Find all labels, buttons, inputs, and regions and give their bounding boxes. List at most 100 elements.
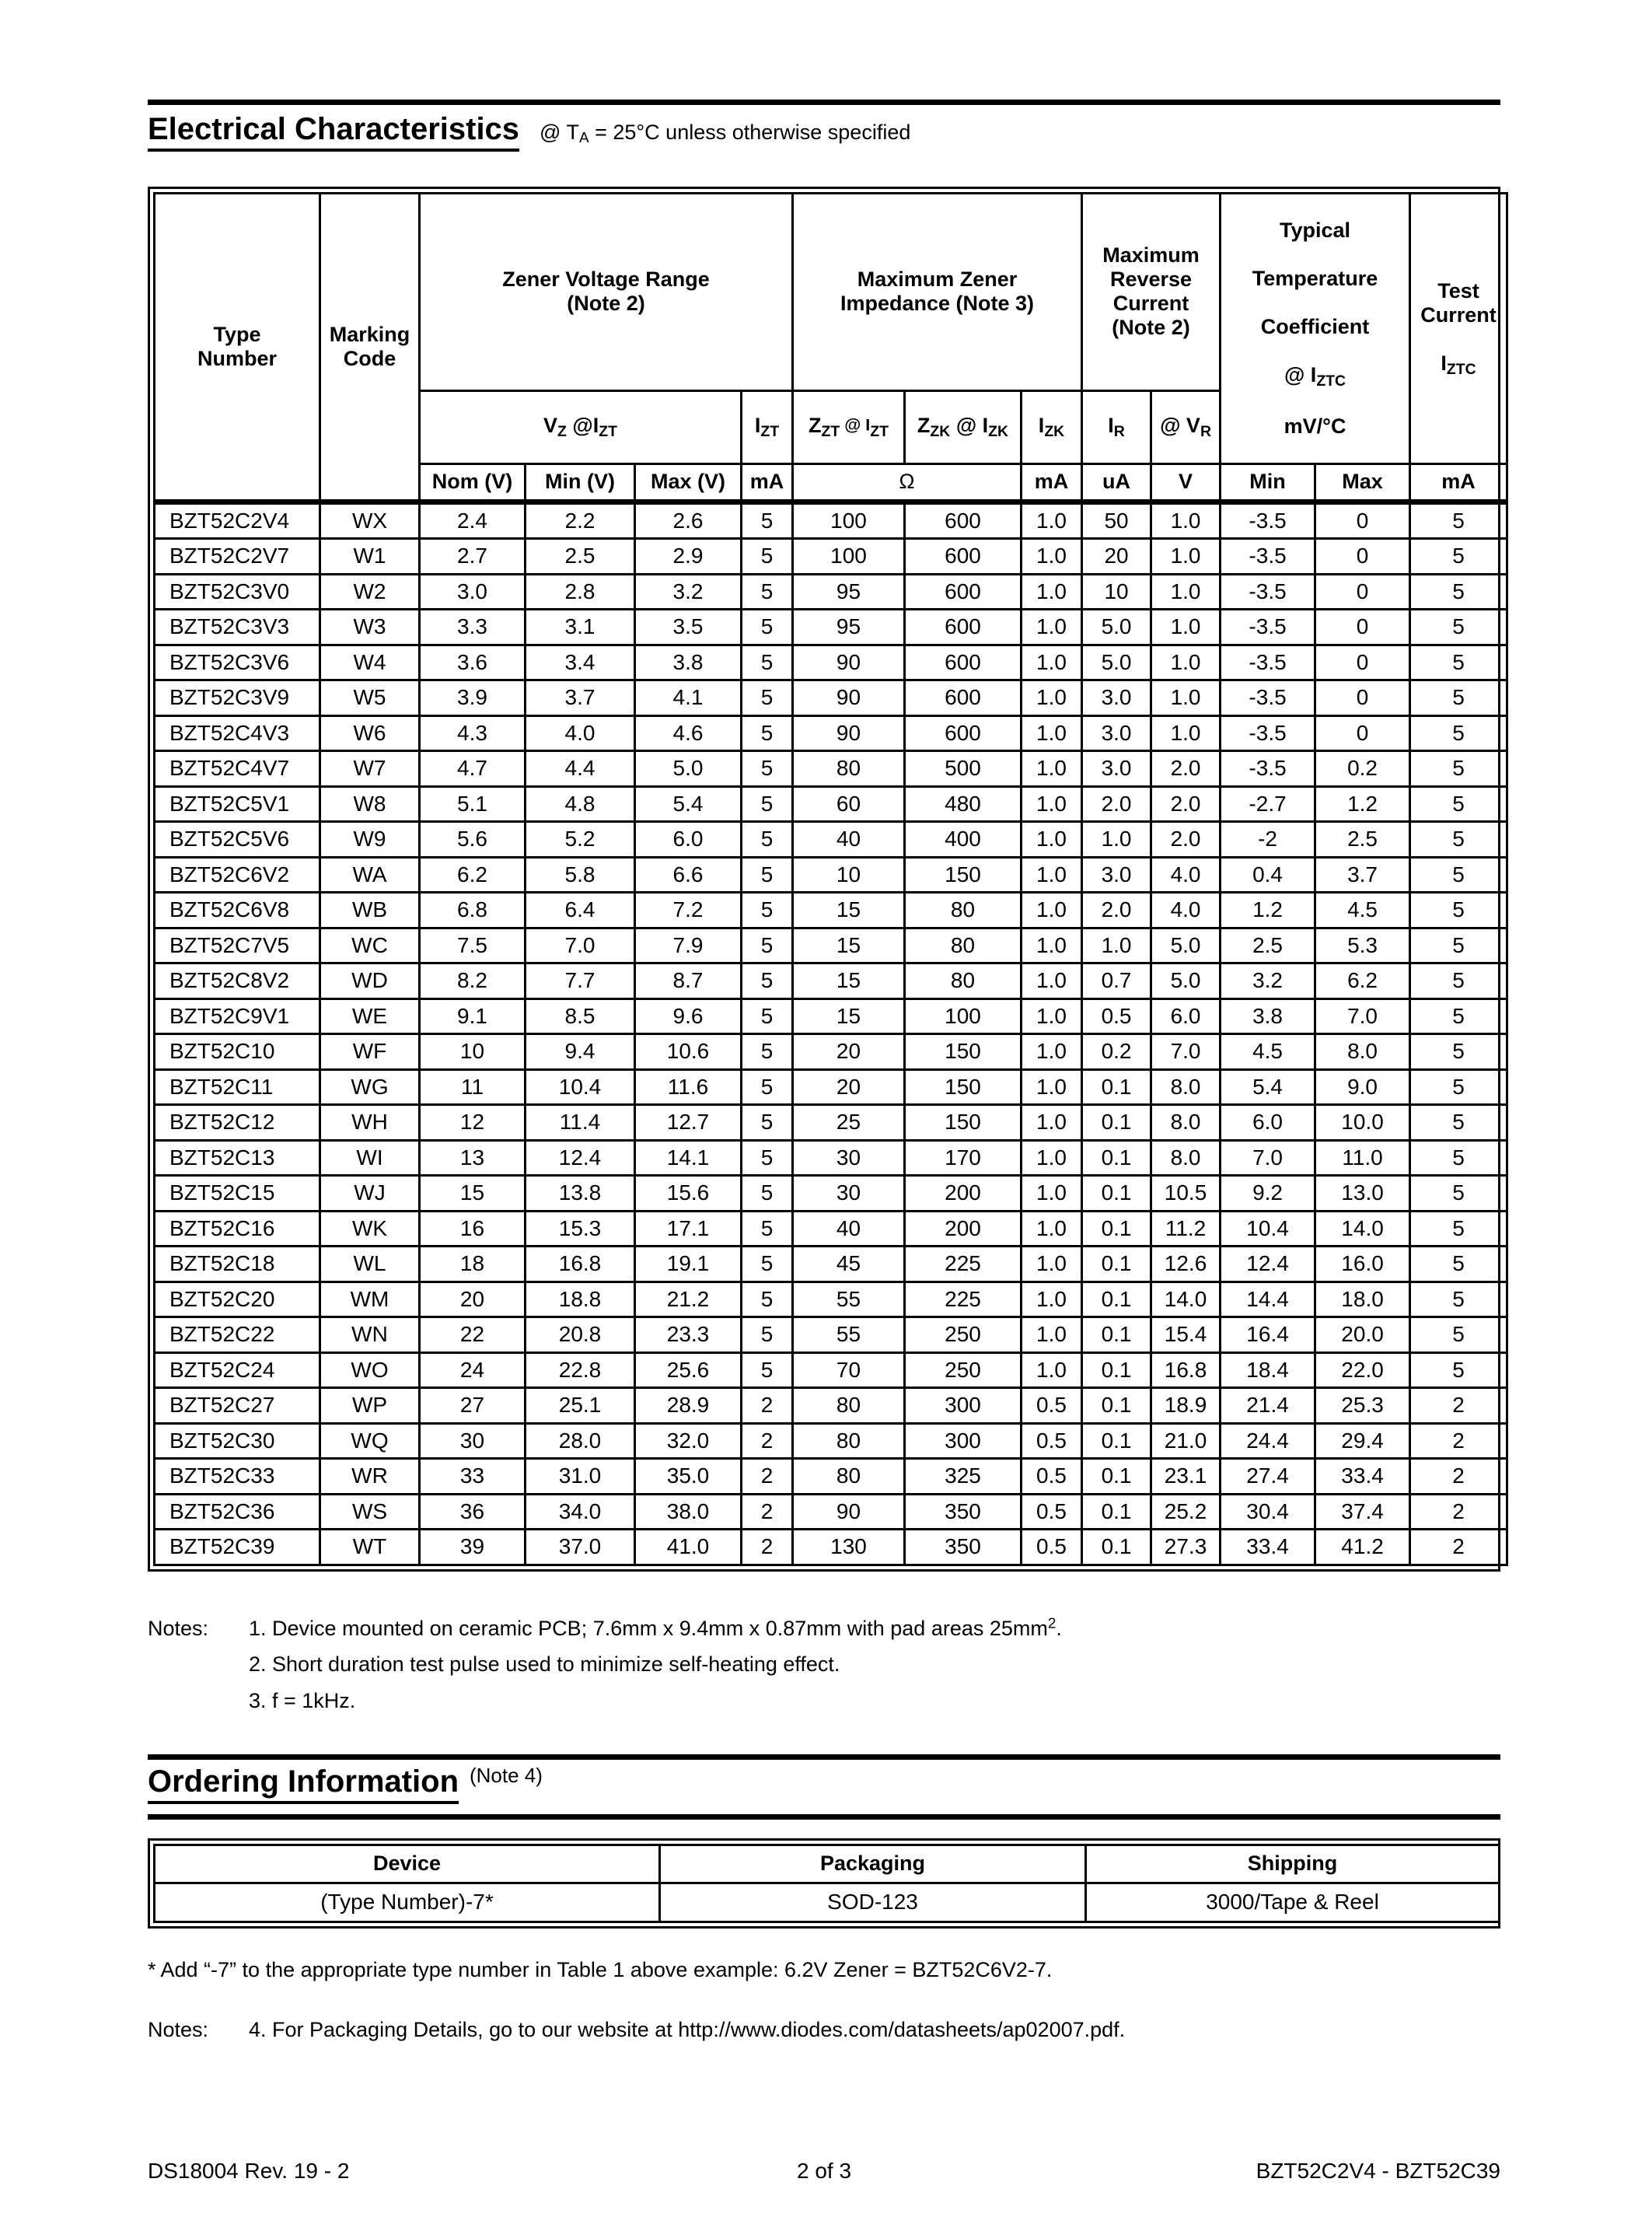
col-header-zener-voltage-range: Zener Voltage Range (Note 2) — [418, 192, 794, 392]
table-cell: 20 — [791, 1033, 906, 1071]
table-cell: 9.2 — [1219, 1174, 1317, 1212]
table-cell: 15 — [418, 1174, 526, 1212]
table-cell: 19.1 — [634, 1245, 742, 1283]
table-cell: 250 — [903, 1351, 1022, 1390]
table-cell: W1 — [319, 537, 421, 575]
table-cell: WG — [319, 1068, 421, 1107]
table-cell: 1.0 — [1150, 537, 1222, 575]
table-cell: 40 — [791, 820, 906, 858]
table-cell: 1.0 — [1019, 1209, 1084, 1248]
table-cell: 600 — [903, 537, 1022, 575]
table-cell: 3.0 — [1081, 679, 1153, 717]
table-row: BZT52C7V5 WC 7.5 7.0 7.9 5 15 80 1.0 1.0 5.0 2.5 5.3… — [153, 926, 1509, 965]
table-cell: 1.0 — [1081, 820, 1153, 858]
table-cell: 1.0 — [1150, 679, 1222, 717]
table-cell: 30 — [791, 1138, 906, 1177]
table-cell: 32.0 — [634, 1421, 742, 1460]
table-cell: 480 — [903, 785, 1022, 824]
table-cell: 20.0 — [1314, 1316, 1412, 1354]
table-cell: 12.4 — [524, 1138, 636, 1177]
table-cell: 0.1 — [1081, 1421, 1153, 1460]
table-cell: 0 — [1314, 537, 1412, 575]
note-item-4: 4. For Packaging Details, go to our webs… — [249, 2017, 1126, 2041]
table-cell: 1.0 — [1150, 608, 1222, 646]
table-cell: 10 — [791, 855, 906, 894]
table-cell: 90 — [791, 714, 906, 753]
table-cell: 7.5 — [418, 926, 526, 965]
table-row: BZT52C2V7 W1 2.7 2.5 2.9 5 100 600 1.0 20 1.0 -3.5 0… — [153, 537, 1509, 575]
table-cell: 600 — [903, 500, 1022, 540]
table-cell: 5 — [1409, 1033, 1509, 1071]
table-cell: 10.5 — [1150, 1174, 1222, 1212]
unit-cell-ohms: Ω — [791, 462, 1022, 505]
table-cell: 5 — [740, 679, 794, 717]
table-cell: 14.1 — [634, 1138, 742, 1177]
table-cell: 5 — [1409, 1103, 1509, 1142]
table-cell: 14.4 — [1219, 1280, 1317, 1319]
col-header-izk: IZK — [1019, 389, 1084, 465]
table-cell: 24 — [418, 1351, 526, 1390]
table-row: BZT52C36 WS 36 34.0 38.0 2 90 350 0.5 0.1 25.2 30.4… — [153, 1492, 1509, 1531]
table-cell: 1.0 — [1019, 891, 1084, 929]
table-cell: 90 — [791, 679, 906, 717]
table-cell: 27.4 — [1219, 1457, 1317, 1495]
table-cell: 0.1 — [1081, 1068, 1153, 1107]
table-cell: 5 — [740, 1174, 794, 1212]
table-cell: 225 — [903, 1280, 1022, 1319]
table-cell: 5 — [740, 962, 794, 1000]
table-cell: 16.0 — [1314, 1245, 1412, 1283]
table-cell: 18.9 — [1150, 1387, 1222, 1425]
unit-cell: V — [1150, 462, 1222, 505]
table-cell: 150 — [903, 1033, 1022, 1071]
table-cell: W2 — [319, 572, 421, 611]
table-cell: 2.5 — [524, 537, 636, 575]
table-cell: 100 — [903, 997, 1022, 1036]
table-cell: 3.2 — [634, 572, 742, 611]
table-cell: -3.5 — [1219, 537, 1317, 575]
table-cell: 5 — [1409, 891, 1509, 929]
table-cell: 16 — [418, 1209, 526, 1248]
table-cell: 6.2 — [418, 855, 526, 894]
table-cell: 5 — [1409, 1068, 1509, 1107]
table-cell: WO — [319, 1351, 421, 1390]
section-title-ordering: Ordering Information — [148, 1764, 459, 1804]
table-cell: 15 — [791, 926, 906, 965]
table-cell: 1.0 — [1019, 750, 1084, 788]
table-cell: 1.0 — [1019, 572, 1084, 611]
table-cell: 2.0 — [1150, 785, 1222, 824]
table-cell: 3.7 — [524, 679, 636, 717]
table-cell: 2 — [740, 1421, 794, 1460]
table-cell: 1.0 — [1019, 820, 1084, 858]
table-cell: 70 — [791, 1351, 906, 1390]
table-cell: 2.7 — [418, 537, 526, 575]
unit-cell: mA — [1019, 462, 1084, 505]
table-cell: 45 — [791, 1245, 906, 1283]
table-cell: 6.4 — [524, 891, 636, 929]
table-cell: 3.8 — [1219, 997, 1317, 1036]
table-cell: 2 — [1409, 1492, 1509, 1531]
table-row: BZT52C3V0 W2 3.0 2.8 3.2 5 95 600 1.0 10 1.0 -3.5 0 5 — [153, 572, 1509, 611]
table-cell: -2.7 — [1219, 785, 1317, 824]
table-cell: 14.0 — [1150, 1280, 1222, 1319]
unit-cell: uA — [1081, 462, 1153, 505]
table-cell: 14.0 — [1314, 1209, 1412, 1248]
table-cell: 1.0 — [1019, 714, 1084, 753]
table-cell: WP — [319, 1387, 421, 1425]
table-cell: 3.4 — [524, 643, 636, 682]
table-cell: 5 — [740, 572, 794, 611]
table-row: BZT52C18 WL 18 16.8 19.1 5 45 225 1.0 0.1 12.6 12.4… — [153, 1245, 1509, 1283]
table-cell: -3.5 — [1219, 714, 1317, 753]
table-cell: 5 — [740, 750, 794, 788]
table-cell: 18.8 — [524, 1280, 636, 1319]
table-cell: 5 — [1409, 572, 1509, 611]
table-cell: 23.1 — [1150, 1457, 1222, 1495]
table-cell: BZT52C24 — [153, 1351, 321, 1390]
table-row: BZT52C27 WP 27 25.1 28.9 2 80 300 0.5 0.1 18.9 21.4… — [153, 1387, 1509, 1425]
table-cell: 3.0 — [1081, 714, 1153, 753]
table-cell: 2.8 — [524, 572, 636, 611]
table-cell: 2.5 — [1219, 926, 1317, 965]
table-cell: BZT52C10 — [153, 1033, 321, 1071]
table-cell: 5 — [1409, 1316, 1509, 1354]
table-cell: WX — [319, 500, 421, 540]
table-cell: 5 — [1409, 1138, 1509, 1177]
